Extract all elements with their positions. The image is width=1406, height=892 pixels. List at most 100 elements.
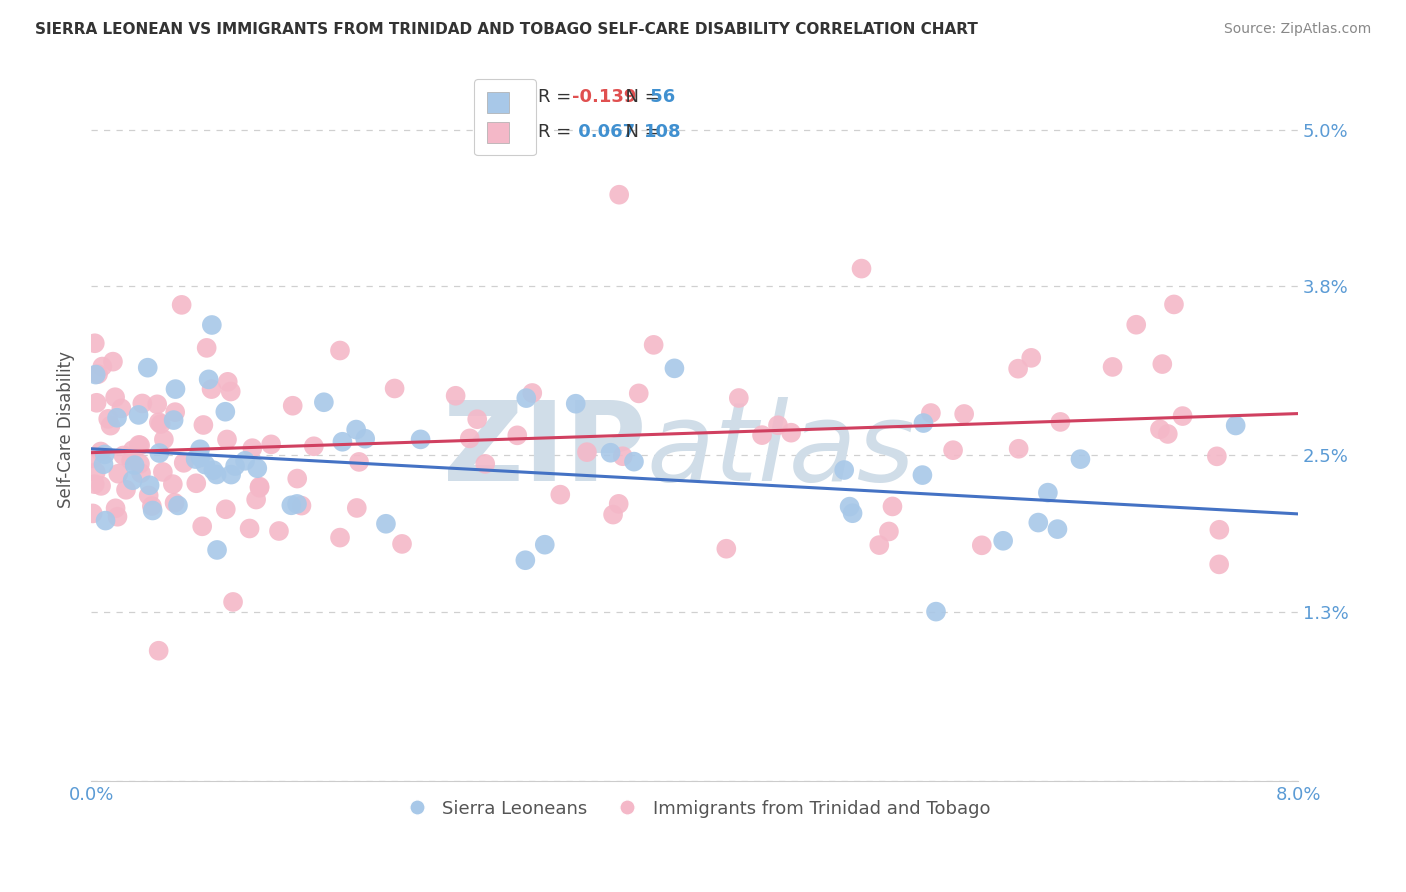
Point [751, 428, 773, 442]
Point [148, 643, 170, 657]
Point [129, 457, 152, 471]
Point [920, 406, 942, 420]
Point [1149, 422, 1171, 436]
Point [267, 524, 290, 538]
Point [129, 466, 152, 480]
Point [128, 408, 150, 422]
Point [115, 483, 138, 497]
Point [122, 443, 145, 458]
Point [506, 428, 529, 442]
Point [851, 261, 873, 276]
Point [84, 465, 107, 479]
Point [953, 407, 976, 421]
Point [94, 514, 117, 528]
Point [121, 473, 143, 487]
Point [149, 417, 172, 431]
Point [832, 463, 855, 477]
Text: -0.139: -0.139 [571, 88, 636, 106]
Point [165, 382, 187, 396]
Point [202, 463, 225, 477]
Point [727, 391, 749, 405]
Point [240, 441, 263, 455]
Point [911, 468, 934, 483]
Point [1157, 427, 1180, 442]
Point [215, 433, 238, 447]
Point [1163, 297, 1185, 311]
Point [214, 405, 236, 419]
Point [112, 449, 135, 463]
Point [329, 343, 352, 358]
Point [1019, 351, 1042, 365]
Point [249, 481, 271, 495]
Point [465, 412, 488, 426]
Point [153, 433, 176, 447]
Point [716, 541, 738, 556]
Point [205, 467, 228, 482]
Point [104, 390, 127, 404]
Point [281, 399, 304, 413]
Point [391, 537, 413, 551]
Point [110, 401, 132, 416]
Point [612, 449, 634, 463]
Point [128, 438, 150, 452]
Point [623, 455, 645, 469]
Point [104, 501, 127, 516]
Text: 56: 56 [644, 88, 675, 106]
Point [329, 531, 352, 545]
Point [346, 500, 368, 515]
Point [93, 458, 115, 472]
Point [142, 503, 165, 517]
Point [191, 519, 214, 533]
Point [249, 480, 271, 494]
Point [201, 318, 224, 332]
Point [302, 439, 325, 453]
Text: 108: 108 [644, 123, 682, 141]
Point [1007, 361, 1029, 376]
Point [602, 508, 624, 522]
Point [1171, 409, 1194, 423]
Point [344, 423, 367, 437]
Point [285, 497, 308, 511]
Point [312, 395, 335, 409]
Point [129, 438, 152, 452]
Point [925, 605, 948, 619]
Point [533, 538, 555, 552]
Point [90, 444, 112, 458]
Point [215, 502, 238, 516]
Point [138, 478, 160, 492]
Point [1225, 418, 1247, 433]
Point [82, 451, 104, 466]
Text: Source: ZipAtlas.com: Source: ZipAtlas.com [1223, 22, 1371, 37]
Point [766, 418, 789, 433]
Point [107, 509, 129, 524]
Text: N =: N = [614, 88, 665, 106]
Point [105, 410, 128, 425]
Point [167, 499, 190, 513]
Point [148, 415, 170, 429]
Point [868, 538, 890, 552]
Point [224, 459, 246, 474]
Point [882, 500, 904, 514]
Point [148, 446, 170, 460]
Point [1046, 522, 1069, 536]
Point [170, 298, 193, 312]
Point [285, 472, 308, 486]
Point [163, 496, 186, 510]
Point [260, 437, 283, 451]
Point [942, 443, 965, 458]
Point [474, 457, 496, 471]
Point [599, 446, 621, 460]
Point [131, 396, 153, 410]
Point [107, 467, 129, 481]
Point [841, 506, 863, 520]
Point [1036, 485, 1059, 500]
Point [193, 417, 215, 432]
Point [195, 341, 218, 355]
Point [384, 382, 406, 396]
Point [205, 543, 228, 558]
Point [83, 477, 105, 491]
Point [138, 488, 160, 502]
Y-axis label: Self-Care Disability: Self-Care Disability [58, 351, 75, 508]
Point [82, 507, 104, 521]
Point [1007, 442, 1029, 456]
